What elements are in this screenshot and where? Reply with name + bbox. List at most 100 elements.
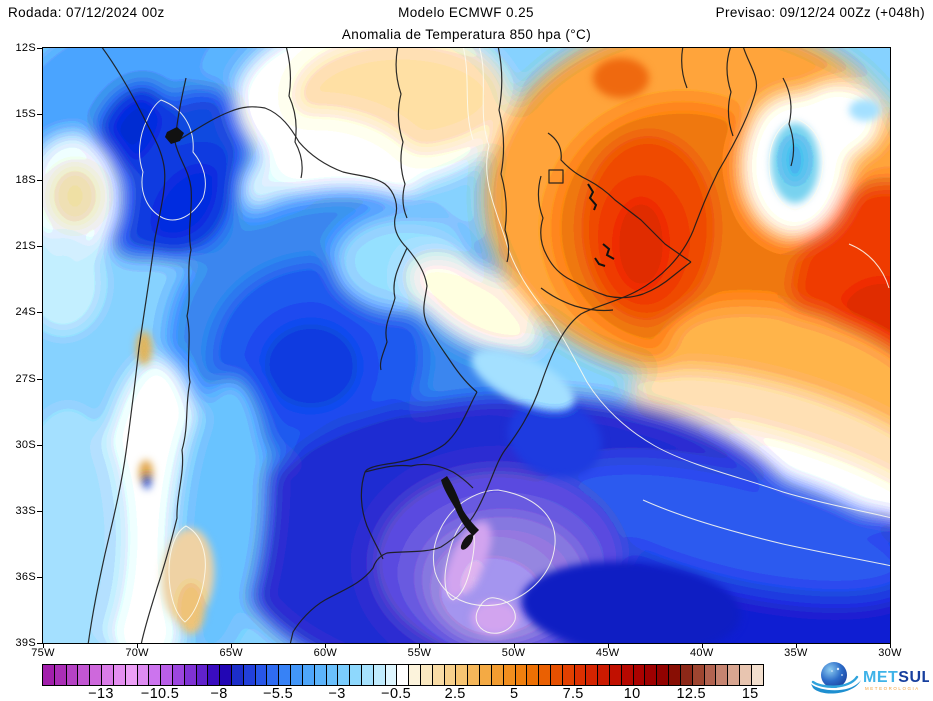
field-blob (43, 406, 124, 643)
field-blob (96, 85, 166, 171)
colorbar-segment (243, 665, 256, 685)
lon-tick-mark (513, 643, 515, 648)
lon-tick-mark (607, 643, 609, 648)
metsul-logo: METSUL METEOROLOGIA (811, 662, 929, 694)
field-blob (444, 521, 492, 599)
lon-tick-mark (419, 643, 421, 648)
colorbar-segment (255, 665, 268, 685)
lon-tick-label: 65W (219, 647, 243, 659)
planet-icon (811, 662, 861, 694)
colorbar-segment (373, 665, 386, 685)
colorbar-segment (326, 665, 339, 685)
colorbar-segment (515, 665, 528, 685)
colorbar-segment (137, 665, 150, 685)
lon-tick-label: 35W (784, 647, 808, 659)
lon-tick-label: 60W (313, 647, 338, 659)
lat-tick-label: 30S (15, 438, 36, 451)
colorbar-segment (444, 665, 457, 685)
field-blob (49, 165, 101, 227)
colorbar-tick-label: −8 (210, 686, 228, 701)
colorbar-segment (208, 665, 221, 685)
colorbar-segment (716, 665, 729, 685)
lon-tick-mark (137, 643, 139, 648)
lat-tick-mark (37, 246, 43, 248)
lat-tick-label: 36S (15, 570, 36, 583)
lat-tick-label: 33S (15, 504, 36, 517)
colorbar-segment (739, 665, 752, 685)
colorbar-segment (184, 665, 197, 685)
lat-tick-label: 39S (15, 637, 36, 649)
anomaly-map (43, 48, 890, 643)
lon-tick-mark (43, 643, 44, 648)
field-blob (521, 561, 741, 643)
colorbar-segment (621, 665, 634, 685)
colorbar-segment (491, 665, 504, 685)
colorbar-segment (385, 665, 398, 685)
lat-tick-mark (37, 576, 43, 578)
field-blob (849, 99, 881, 121)
colorbar-tick-label: 12.5 (676, 686, 706, 701)
map-frame (42, 47, 891, 644)
colorbar-segment (220, 665, 232, 685)
field-blob (548, 453, 890, 603)
colorbar-segment (468, 665, 481, 685)
colorbar-segment (633, 665, 646, 685)
colorbar-segment (527, 665, 540, 685)
logo-text-sul: SUL (898, 669, 929, 686)
field-blob (143, 475, 151, 489)
lat-tick-mark (37, 180, 43, 182)
lon-tick-label: 45W (595, 647, 620, 659)
colorbar-segment (432, 665, 445, 685)
colorbar-segment (361, 665, 374, 685)
country-borders-layer (87, 48, 795, 643)
field-blob (405, 252, 541, 356)
colorbar-segment (456, 665, 469, 685)
lat-tick-label: 12S (15, 42, 36, 54)
colorbar-segment (574, 665, 587, 685)
lakes-layer (165, 127, 615, 550)
lon-tick-mark (890, 643, 891, 648)
logo-text-met: MET (863, 669, 898, 686)
contour-lines-layer (139, 48, 890, 634)
svg-text:METSUL: METSUL (863, 669, 929, 686)
colorbar-segment (409, 665, 421, 685)
colorbar-segment (680, 665, 693, 685)
colorbar-segment (645, 665, 658, 685)
colorbar-tick-label: −0.5 (381, 686, 412, 701)
field-blob (508, 398, 602, 478)
lat-tick-mark (37, 312, 43, 314)
colorbar-segment (598, 665, 610, 685)
field-blob (471, 601, 519, 635)
lon-tick-label: 30W (878, 647, 902, 659)
lon-tick-label: 55W (407, 647, 432, 659)
colorbar-segment (480, 665, 492, 685)
colorbar-segment (657, 665, 670, 685)
colorbar-tick-label: 15 (741, 686, 759, 701)
colorbar-segment (539, 665, 551, 685)
field-blob (262, 110, 424, 210)
lat-tick-label: 15S (15, 108, 36, 121)
lon-tick-mark (325, 643, 327, 648)
lon-tick-label: 75W (31, 647, 55, 659)
colorbar-segment (90, 665, 103, 685)
lat-tick-mark (37, 114, 43, 116)
lon-tick-mark (795, 643, 797, 648)
colorbar-segment (421, 665, 433, 685)
field-blob (43, 233, 103, 333)
colorbar-legend (42, 664, 764, 686)
colorbar-tick-label: 5 (509, 686, 519, 701)
colorbar-segment (397, 665, 410, 685)
lon-tick-label: 70W (125, 647, 149, 659)
colorbar-segment (172, 665, 185, 685)
colorbar-segment (291, 665, 303, 685)
colorbar-tick-label: −3 (328, 686, 346, 701)
colorbar-segment (66, 665, 79, 685)
colorbar-segment (562, 665, 575, 685)
colorbar-segment (78, 665, 91, 685)
lat-tick-mark (37, 378, 43, 380)
run-date-label: Rodada: 07/12/2024 00z (8, 5, 165, 20)
colorbar-segment (113, 665, 126, 685)
colorbar-segment (102, 665, 114, 685)
field-blob (471, 349, 575, 411)
